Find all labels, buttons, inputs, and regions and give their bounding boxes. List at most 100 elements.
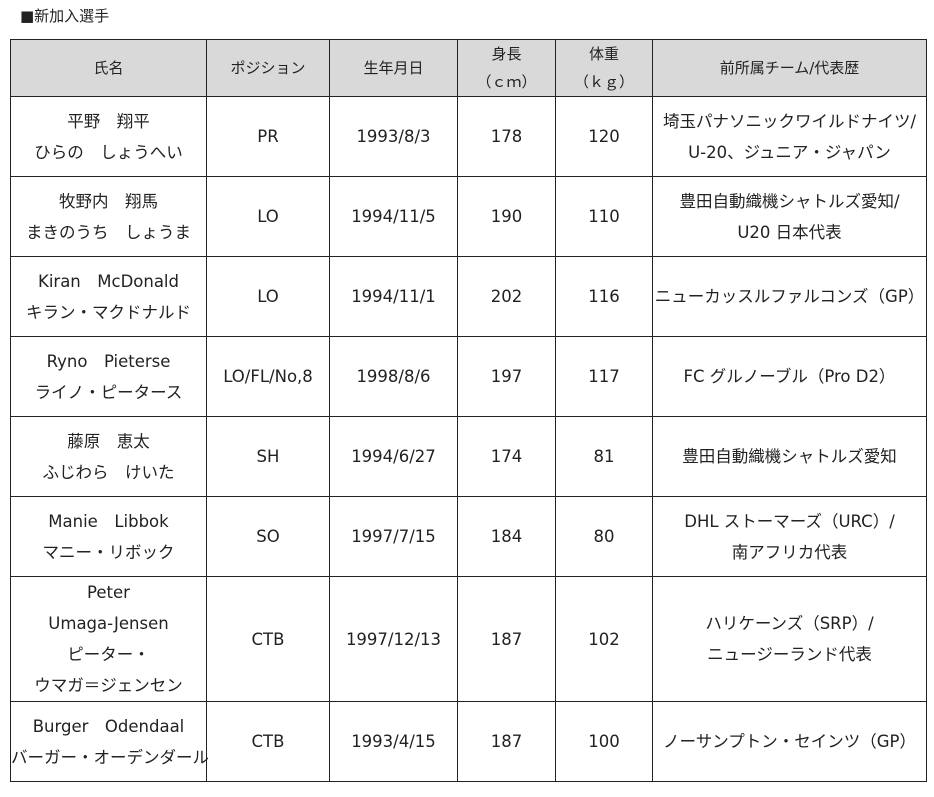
cell-text: ノーサンプトン・セインツ（GP） bbox=[663, 732, 916, 751]
cell-text: LO/FL/No,8 bbox=[223, 367, 313, 386]
cell-text: 174 bbox=[490, 447, 523, 466]
cell-name: Ryno Pieterse ライノ・ピータース bbox=[10, 336, 207, 417]
cell-previous-team: DHL ストーマーズ（URC）/ 南アフリカ代表 bbox=[652, 496, 927, 577]
new-players-table: 氏名 ポジション 生年月日 身長 （ｃｍ） 体重 （ｋｇ） 前所属チーム/代表歴 平野 翔平ひ… bbox=[10, 39, 927, 782]
cell-text: FC グルノーブル（Pro D2） bbox=[683, 367, 896, 386]
cell-weight: 116 bbox=[555, 256, 653, 337]
cell-position: CTB bbox=[206, 576, 330, 702]
cell-text: 190 bbox=[490, 207, 523, 226]
cell-text: Peter bbox=[87, 583, 130, 602]
cell-position: CTB bbox=[206, 701, 330, 782]
cell-text: 1997/7/15 bbox=[351, 527, 436, 546]
cell-height: 187 bbox=[457, 576, 556, 702]
header-previous-team: 前所属チーム/代表歴 bbox=[652, 39, 927, 97]
header-text: 体重 bbox=[588, 45, 619, 63]
cell-text: U-20、ジュニア・ジャパン bbox=[688, 142, 891, 162]
cell-height: 187 bbox=[457, 701, 556, 782]
cell-text: 197 bbox=[490, 367, 523, 386]
header-position: ポジション bbox=[206, 39, 330, 97]
cell-text: ふじわら けいた bbox=[42, 462, 175, 482]
cell-text: LO bbox=[257, 287, 279, 306]
cell-text: 埼玉パナソニックワイルドナイツ/ bbox=[662, 111, 917, 131]
cell-height: 190 bbox=[457, 176, 556, 257]
cell-weight: 80 bbox=[555, 496, 653, 577]
cell-text: LO bbox=[257, 207, 279, 226]
table-row: Kiran McDonald キラン・マクドナルド LO 1994/11/1 202 11… bbox=[10, 256, 927, 337]
cell-text: Burger Odendaal bbox=[32, 716, 185, 736]
cell-text: 117 bbox=[588, 367, 620, 386]
cell-name: Burger Odendaal バーガー・オーデンダール bbox=[10, 701, 209, 782]
cell-name: 平野 翔平 ひらの しょうへい bbox=[10, 96, 207, 177]
cell-name: 牧野内 翔馬 まきのうち しょうま bbox=[10, 176, 207, 257]
table-row: 藤原 恵太 ふじわら けいた SH 1994/6/27 174 81 豊田自動織機シャトルズ… bbox=[10, 416, 927, 497]
table-row: 平野 翔平 ひらの しょうへい PR 1993/8/3 178 120 埼玉パナソニックワイ… bbox=[10, 96, 927, 177]
cell-text: 豊田自動織機シャトルズ愛知/ bbox=[679, 191, 900, 211]
header-birthdate: 生年月日 bbox=[329, 39, 458, 97]
cell-position: SH bbox=[206, 416, 330, 497]
cell-height: 197 bbox=[457, 336, 556, 417]
cell-text: ハリケーンズ（SRP）/ bbox=[705, 614, 874, 633]
cell-birthdate: 1993/4/15 bbox=[329, 701, 458, 782]
header-text: 氏名 bbox=[93, 59, 124, 77]
cell-text: 187 bbox=[490, 629, 523, 649]
table-row: Ryno Pieterse ライノ・ピータース LO/FL/No,8 1998/8/6… bbox=[10, 336, 927, 417]
cell-text: PR bbox=[257, 127, 279, 146]
cell-text: 102 bbox=[588, 629, 620, 649]
header-text: ポジション bbox=[230, 59, 306, 77]
cell-previous-team: ノーサンプトン・セインツ（GP） bbox=[652, 701, 927, 782]
header-weight: 体重 （ｋｇ） bbox=[555, 39, 653, 97]
cell-text: マニー・リボック bbox=[42, 542, 175, 562]
cell-text: CTB bbox=[251, 629, 285, 649]
cell-birthdate: 1997/7/15 bbox=[329, 496, 458, 577]
section-title: ■新加入選手 bbox=[20, 7, 110, 25]
cell-weight: 110 bbox=[555, 176, 653, 257]
cell-weight: 81 bbox=[555, 416, 653, 497]
cell-text: 1994/6/27 bbox=[351, 447, 436, 466]
cell-height: 178 bbox=[457, 96, 556, 177]
cell-text: ニュージーランド代表 bbox=[707, 645, 872, 664]
cell-text: Ryno Pieterse bbox=[46, 351, 171, 371]
cell-name: Manie Libbok マニー・リボック bbox=[10, 496, 207, 577]
cell-name: Kiran McDonald キラン・マクドナルド bbox=[10, 256, 207, 337]
cell-position: PR bbox=[206, 96, 330, 177]
header-text: （ｋｇ） bbox=[573, 73, 634, 91]
header-height: 身長 （ｃｍ） bbox=[457, 39, 556, 97]
cell-text: ニューカッスルファルコンズ（GP） bbox=[654, 287, 925, 306]
cell-text: 116 bbox=[588, 287, 620, 306]
header-name: 氏名 bbox=[10, 39, 207, 97]
header-row: 氏名 ポジション 生年月日 身長 （ｃｍ） 体重 （ｋｇ） 前所属チーム/代表歴 bbox=[10, 39, 927, 97]
cell-weight: 117 bbox=[555, 336, 653, 417]
cell-text: Umaga-Jensen bbox=[48, 614, 169, 633]
cell-text: キラン・マクドナルド bbox=[26, 302, 191, 322]
cell-position: SO bbox=[206, 496, 330, 577]
cell-position: LO bbox=[206, 256, 330, 337]
cell-text: CTB bbox=[251, 732, 285, 751]
cell-text: 178 bbox=[490, 127, 523, 146]
header-text: （ｃｍ） bbox=[476, 73, 537, 91]
header-text: 生年月日 bbox=[363, 59, 424, 77]
cell-name: 藤原 恵太ふじわら けいた bbox=[10, 416, 207, 497]
cell-height: 184 bbox=[457, 496, 556, 577]
cell-weight: 100 bbox=[555, 701, 653, 782]
table-row: Burger Odendaal バーガー・オーデンダール CTB 1993/4/15 1… bbox=[10, 701, 927, 782]
cell-text: ピーター・ bbox=[67, 645, 150, 664]
cell-birthdate: 1994/11/1 bbox=[329, 256, 458, 337]
cell-text: ウマガ＝ジェンセン bbox=[34, 676, 183, 695]
cell-text: U20 日本代表 bbox=[737, 222, 842, 242]
cell-text: 藤原 恵太 bbox=[67, 431, 150, 451]
cell-birthdate: 1998/8/6 bbox=[329, 336, 458, 417]
cell-birthdate: 1993/8/3 bbox=[329, 96, 458, 177]
cell-text: まきのうち しょうま bbox=[26, 222, 191, 242]
cell-previous-team: 埼玉パナソニックワイルドナイツ/U-20、ジュニア・ジャパン bbox=[652, 96, 927, 177]
cell-text: 1994/11/5 bbox=[351, 207, 436, 226]
cell-text: Kiran McDonald bbox=[38, 271, 179, 291]
header-text: 身長 bbox=[491, 45, 522, 63]
cell-text: バーガー・オーデンダール bbox=[11, 747, 209, 767]
cell-previous-team: ハリケーンズ（SRP）/ ニュージーランド代表 bbox=[652, 576, 927, 702]
cell-text: 202 bbox=[490, 287, 523, 306]
cell-name: Peter Umaga-Jensen ピーター・ウマガ＝ジェンセン bbox=[10, 576, 207, 702]
table-row: Manie Libbok マニー・リボック SO 1997/7/15 184 80 DHL … bbox=[10, 496, 927, 577]
cell-height: 202 bbox=[457, 256, 556, 337]
cell-text: DHL ストーマーズ（URC）/ bbox=[684, 511, 895, 531]
header-text: 前所属チーム/代表歴 bbox=[719, 59, 860, 77]
